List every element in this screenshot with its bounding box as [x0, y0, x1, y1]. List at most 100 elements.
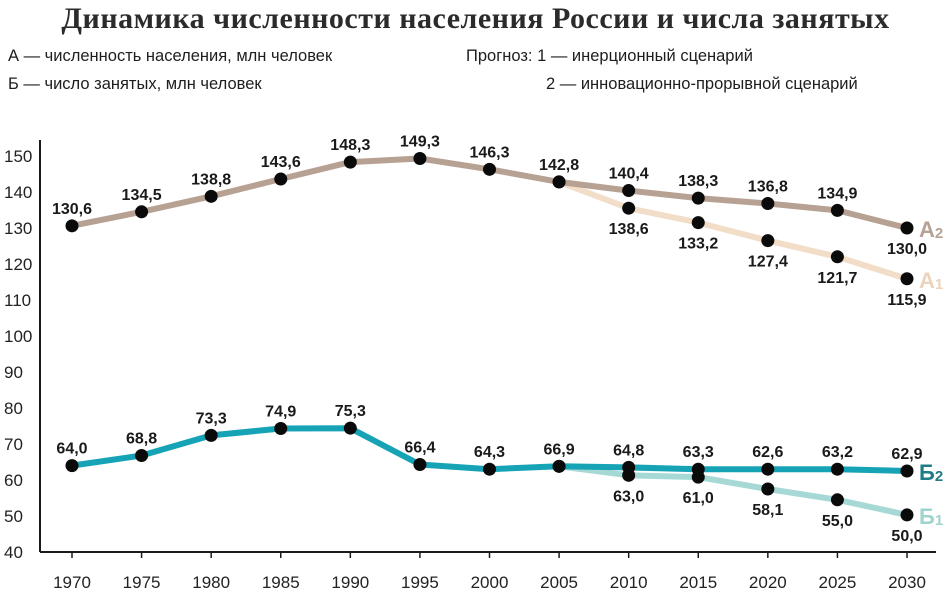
data-label: 142,8 [539, 157, 579, 174]
point-a2 [691, 191, 705, 205]
legend-forecast-1: Прогноз: 1 — инерционный сценарий [466, 47, 753, 65]
data-label: 64,0 [56, 441, 87, 458]
point-b2 [274, 422, 288, 436]
point-a2 [343, 155, 357, 169]
x-tick-label: 2025 [819, 573, 857, 591]
point-b1 [552, 459, 566, 473]
data-label: 62,9 [891, 446, 922, 463]
point-a2 [204, 189, 218, 203]
data-points [65, 152, 914, 522]
data-label: 134,5 [122, 187, 162, 204]
legend-series-b: Б — число занятых, млн человек [8, 75, 262, 93]
point-a2 [413, 152, 427, 166]
x-tick-label: 2005 [540, 573, 578, 591]
data-label: 68,8 [126, 431, 157, 448]
x-tick-label: 1975 [123, 573, 161, 591]
x-tick-label: 2010 [610, 573, 648, 591]
point-b1 [900, 508, 914, 522]
point-a1 [691, 216, 705, 230]
x-tick-label: 1985 [262, 573, 300, 591]
y-tick-label: 140 [4, 183, 32, 202]
point-b1 [761, 482, 775, 496]
data-label: 61,0 [683, 490, 714, 507]
data-label: 149,3 [400, 134, 440, 151]
point-a1 [830, 250, 844, 264]
series-names: Б2 А2 Б1 А1 [919, 217, 943, 529]
point-a2 [135, 205, 149, 219]
data-label: 55,0 [822, 513, 853, 530]
point-a2 [65, 219, 79, 233]
point-b2 [900, 464, 914, 478]
x-tick-label: 2015 [679, 573, 717, 591]
data-label: 66,9 [544, 441, 575, 458]
data-label: 140,4 [609, 166, 649, 183]
y-tick-label: 80 [4, 399, 23, 418]
data-label: 62,6 [752, 444, 783, 461]
data-label: 115,9 [887, 292, 926, 309]
y-tick-label: 60 [4, 471, 23, 490]
data-label: 64,8 [613, 442, 644, 459]
x-tick-label: 1970 [53, 573, 91, 591]
data-label: 64,3 [474, 444, 505, 461]
series-lines [69, 155, 910, 518]
point-b2 [204, 428, 218, 442]
y-tick-label: 40 [4, 543, 23, 562]
data-label: 63,0 [613, 488, 644, 505]
data-label: 136,8 [748, 179, 788, 196]
point-b2 [413, 458, 427, 472]
data-label: 148,3 [330, 137, 370, 154]
data-label: 138,8 [191, 171, 231, 188]
legend-series-a: А — численность населения, млн человек [8, 47, 333, 65]
x-tick-label: 2000 [471, 573, 509, 591]
data-label: 121,7 [817, 270, 857, 287]
y-tick-label: 90 [4, 363, 23, 382]
data-label: 130,0 [887, 241, 927, 258]
point-a2 [274, 172, 288, 186]
series-line-a1 [556, 178, 910, 282]
x-tick-label: 1995 [401, 573, 439, 591]
point-a1 [552, 175, 566, 189]
data-label: 138,3 [678, 173, 718, 190]
data-label: 127,4 [748, 254, 788, 271]
data-label: 134,9 [817, 185, 857, 202]
data-label: 63,2 [822, 444, 853, 461]
point-b1 [830, 493, 844, 507]
data-label: 66,4 [404, 440, 435, 457]
y-tick-label: 50 [4, 507, 23, 526]
point-a1 [900, 272, 914, 286]
data-label: 63,3 [683, 444, 714, 461]
point-b1 [622, 468, 636, 482]
data-label: 143,6 [261, 154, 301, 171]
data-label: 133,2 [678, 236, 718, 253]
axes: 40 50 60 70 80 90 100 110 120 130 140 150 1970 1975 19… [4, 140, 936, 591]
data-label: 73,3 [196, 410, 227, 427]
y-tick-label: 70 [4, 435, 23, 454]
data-label: 138,6 [609, 221, 649, 238]
data-label: 74,9 [265, 404, 296, 421]
y-tick-label: 120 [4, 255, 32, 274]
data-label: 50,0 [891, 528, 922, 545]
point-a1 [761, 234, 775, 248]
legend-forecast-2: 2 — инновационно-прорывной сценарий [546, 75, 858, 93]
x-tick-label: 2020 [749, 573, 787, 591]
point-a1 [622, 201, 636, 215]
series-name-b1: Б1 [919, 504, 943, 529]
x-tick-label: 1980 [192, 573, 230, 591]
data-label: 58,1 [752, 502, 783, 519]
series-name-b2: Б2 [919, 460, 943, 485]
y-tick-label: 100 [4, 327, 32, 346]
x-tick-label: 1990 [331, 573, 369, 591]
point-b1 [691, 470, 705, 484]
point-b2 [483, 462, 496, 476]
y-tick-label: 150 [4, 147, 32, 166]
y-tick-label: 110 [4, 291, 31, 310]
point-a2 [622, 184, 636, 198]
series-line-b1 [556, 463, 910, 518]
point-a2 [830, 203, 844, 217]
point-b2 [135, 449, 149, 463]
point-b2 [830, 462, 844, 476]
x-tick-label: 2030 [888, 573, 926, 591]
y-tick-label: 130 [4, 219, 32, 238]
data-label: 130,6 [52, 201, 92, 218]
